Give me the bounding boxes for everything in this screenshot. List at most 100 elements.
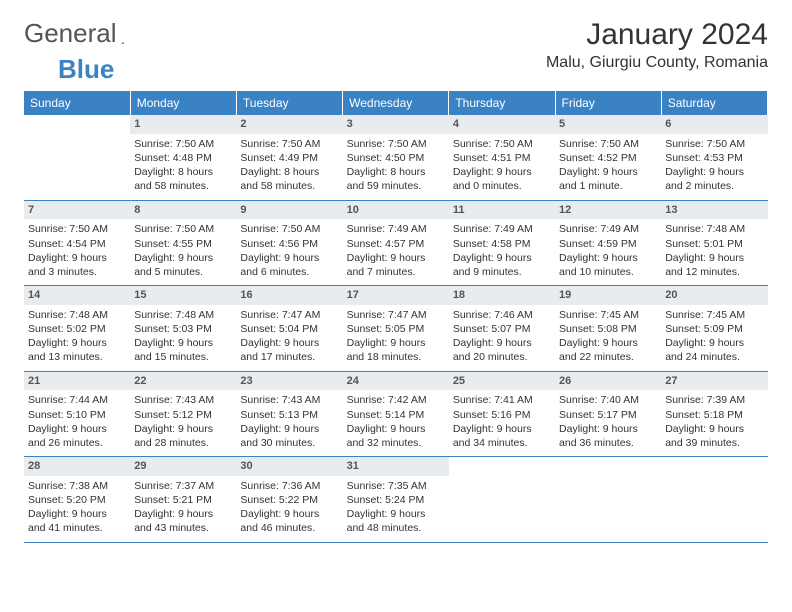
sunrise-text: Sunrise: 7:50 AM [347,137,445,151]
day-number: 29 [130,457,236,476]
day-number: 26 [555,372,661,391]
sunset-text: Sunset: 5:10 PM [28,408,126,422]
day-number: 21 [24,372,130,391]
sunrise-text: Sunrise: 7:45 AM [559,308,657,322]
sunset-text: Sunset: 5:02 PM [28,322,126,336]
title-block: January 2024 Malu, Giurgiu County, Roman… [546,18,768,72]
day-number: 22 [130,372,236,391]
sunrise-text: Sunrise: 7:50 AM [559,137,657,151]
sunset-text: Sunset: 5:14 PM [347,408,445,422]
calendar-cell: 15Sunrise: 7:48 AMSunset: 5:03 PMDayligh… [130,286,236,372]
sunrise-text: Sunrise: 7:48 AM [665,222,763,236]
calendar-cell [449,457,555,543]
daylight-text: and 24 minutes. [665,350,763,364]
calendar-cell: 16Sunrise: 7:47 AMSunset: 5:04 PMDayligh… [236,286,342,372]
sunset-text: Sunset: 5:13 PM [240,408,338,422]
daylight-text: Daylight: 9 hours [559,251,657,265]
sunrise-text: Sunrise: 7:39 AM [665,393,763,407]
day-number: 20 [661,286,767,305]
sunset-text: Sunset: 5:20 PM [28,493,126,507]
sunrise-text: Sunrise: 7:49 AM [453,222,551,236]
sunset-text: Sunset: 4:48 PM [134,151,232,165]
day-header: Tuesday [236,91,342,115]
daylight-text: and 22 minutes. [559,350,657,364]
daylight-text: and 17 minutes. [240,350,338,364]
calendar-cell: 27Sunrise: 7:39 AMSunset: 5:18 PMDayligh… [661,371,767,457]
daylight-text: Daylight: 9 hours [347,507,445,521]
sunrise-text: Sunrise: 7:47 AM [347,308,445,322]
calendar-cell: 24Sunrise: 7:42 AMSunset: 5:14 PMDayligh… [343,371,449,457]
daylight-text: Daylight: 9 hours [28,422,126,436]
daylight-text: Daylight: 9 hours [665,422,763,436]
day-number: 11 [449,201,555,220]
daylight-text: and 0 minutes. [453,179,551,193]
daylight-text: and 18 minutes. [347,350,445,364]
calendar-cell: 28Sunrise: 7:38 AMSunset: 5:20 PMDayligh… [24,457,130,543]
day-number: 4 [449,115,555,134]
daylight-text: Daylight: 9 hours [665,251,763,265]
calendar-cell: 18Sunrise: 7:46 AMSunset: 5:07 PMDayligh… [449,286,555,372]
brand-part1: General [24,18,117,49]
sunrise-text: Sunrise: 7:50 AM [453,137,551,151]
sunset-text: Sunset: 4:49 PM [240,151,338,165]
page-title: January 2024 [546,18,768,52]
day-header: Wednesday [343,91,449,115]
calendar-week: 14Sunrise: 7:48 AMSunset: 5:02 PMDayligh… [24,286,768,372]
sunset-text: Sunset: 4:56 PM [240,237,338,251]
calendar-cell: 21Sunrise: 7:44 AMSunset: 5:10 PMDayligh… [24,371,130,457]
calendar-cell: 2Sunrise: 7:50 AMSunset: 4:49 PMDaylight… [236,115,342,200]
calendar-cell: 29Sunrise: 7:37 AMSunset: 5:21 PMDayligh… [130,457,236,543]
calendar-week: 28Sunrise: 7:38 AMSunset: 5:20 PMDayligh… [24,457,768,543]
daylight-text: and 58 minutes. [240,179,338,193]
day-header: Sunday [24,91,130,115]
day-number: 28 [24,457,130,476]
day-number: 14 [24,286,130,305]
daylight-text: Daylight: 9 hours [134,507,232,521]
sunrise-text: Sunrise: 7:50 AM [240,222,338,236]
daylight-text: and 10 minutes. [559,265,657,279]
daylight-text: and 36 minutes. [559,436,657,450]
calendar-cell: 20Sunrise: 7:45 AMSunset: 5:09 PMDayligh… [661,286,767,372]
daylight-text: and 46 minutes. [240,521,338,535]
calendar-cell: 10Sunrise: 7:49 AMSunset: 4:57 PMDayligh… [343,200,449,286]
sunset-text: Sunset: 5:12 PM [134,408,232,422]
daylight-text: and 5 minutes. [134,265,232,279]
sunset-text: Sunset: 5:04 PM [240,322,338,336]
daylight-text: and 58 minutes. [134,179,232,193]
day-number: 27 [661,372,767,391]
calendar-week: 1Sunrise: 7:50 AMSunset: 4:48 PMDaylight… [24,115,768,200]
sunset-text: Sunset: 5:08 PM [559,322,657,336]
day-number [24,115,130,134]
daylight-text: Daylight: 8 hours [240,165,338,179]
day-number: 3 [343,115,449,134]
calendar-cell [661,457,767,543]
sunset-text: Sunset: 5:09 PM [665,322,763,336]
calendar-cell: 5Sunrise: 7:50 AMSunset: 4:52 PMDaylight… [555,115,661,200]
sunset-text: Sunset: 5:21 PM [134,493,232,507]
sunset-text: Sunset: 5:22 PM [240,493,338,507]
daylight-text: Daylight: 9 hours [240,336,338,350]
calendar-cell: 26Sunrise: 7:40 AMSunset: 5:17 PMDayligh… [555,371,661,457]
day-number [555,457,661,476]
daylight-text: Daylight: 8 hours [134,165,232,179]
daylight-text: and 34 minutes. [453,436,551,450]
sunrise-text: Sunrise: 7:35 AM [347,479,445,493]
day-number: 16 [236,286,342,305]
daylight-text: and 28 minutes. [134,436,232,450]
calendar-cell: 14Sunrise: 7:48 AMSunset: 5:02 PMDayligh… [24,286,130,372]
sunset-text: Sunset: 4:58 PM [453,237,551,251]
daylight-text: Daylight: 9 hours [28,336,126,350]
daylight-text: and 41 minutes. [28,521,126,535]
sunset-text: Sunset: 4:54 PM [28,237,126,251]
daylight-text: Daylight: 9 hours [559,422,657,436]
day-number: 13 [661,201,767,220]
location-label: Malu, Giurgiu County, Romania [546,54,768,72]
daylight-text: Daylight: 9 hours [134,422,232,436]
calendar-cell: 9Sunrise: 7:50 AMSunset: 4:56 PMDaylight… [236,200,342,286]
daylight-text: Daylight: 9 hours [453,336,551,350]
calendar-cell: 12Sunrise: 7:49 AMSunset: 4:59 PMDayligh… [555,200,661,286]
calendar-cell: 19Sunrise: 7:45 AMSunset: 5:08 PMDayligh… [555,286,661,372]
daylight-text: and 1 minute. [559,179,657,193]
daylight-text: and 7 minutes. [347,265,445,279]
brand-part2: Blue [58,54,114,85]
